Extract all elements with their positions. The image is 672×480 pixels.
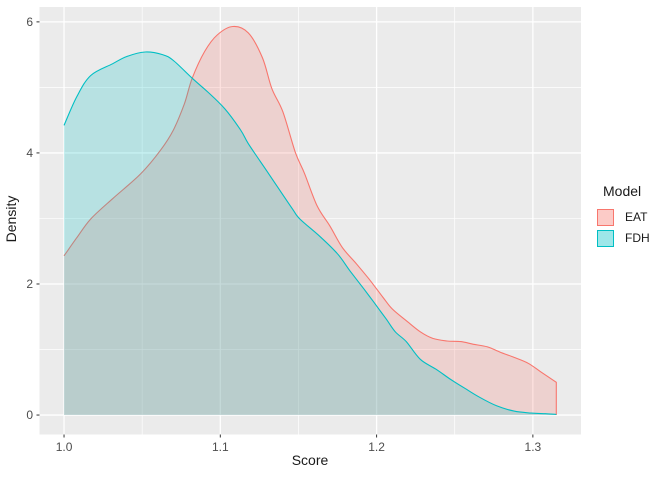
legend-entry-eat: EAT — [597, 208, 650, 226]
legend-label: FDH — [625, 231, 650, 245]
x-tick-label: 1.1 — [211, 440, 229, 454]
legend-entries: EAT FDH — [597, 208, 650, 247]
legend-title: Model — [603, 183, 642, 199]
density-line-fdh — [63, 51, 557, 415]
y-axis-title: Density — [3, 195, 19, 243]
y-tick-label: 4 — [26, 145, 33, 160]
density-area-eat — [64, 26, 557, 416]
legend-swatch-fdh — [597, 229, 614, 247]
legend-swatch-eat — [597, 208, 614, 226]
y-tick-label: 2 — [26, 276, 33, 291]
x-tick-label: 1.0 — [55, 440, 73, 454]
density-line-eat — [63, 25, 557, 415]
x-tick-label: 1.3 — [524, 440, 542, 454]
y-tick-label: 6 — [26, 14, 33, 29]
legend-label: EAT — [625, 210, 648, 224]
legend: Model EAT FDH — [597, 183, 650, 250]
x-tick-label: 1.2 — [368, 440, 385, 454]
plot-panel-background — [39, 7, 581, 435]
x-axis-title: Score — [291, 452, 329, 468]
legend-entry-fdh: FDH — [597, 229, 650, 247]
y-tick-label: 0 — [26, 408, 33, 423]
density-area-fdh — [64, 51, 557, 415]
